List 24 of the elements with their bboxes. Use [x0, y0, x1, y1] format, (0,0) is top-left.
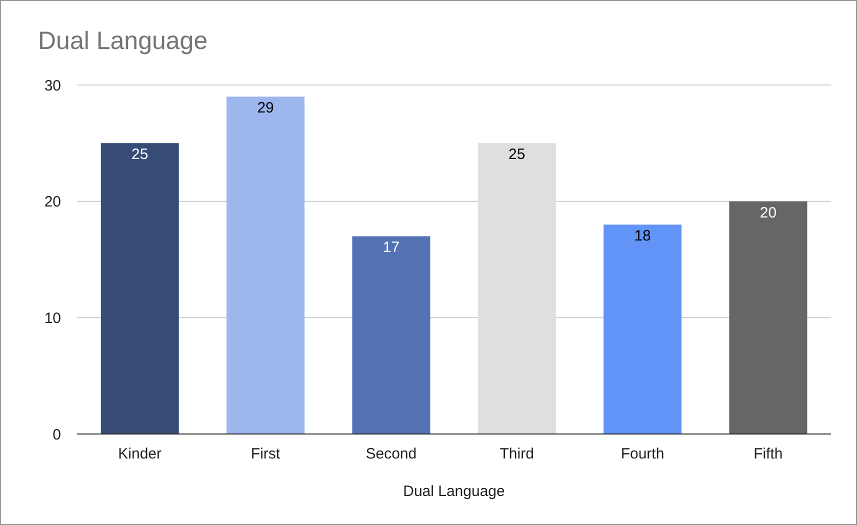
- y-tick-label: 0: [52, 426, 61, 444]
- x-tick-label: Third: [500, 446, 534, 463]
- x-axis-title: Dual Language: [403, 483, 505, 500]
- data-label: 29: [257, 100, 274, 117]
- bar: [478, 143, 556, 434]
- y-tick-label: 10: [44, 310, 61, 327]
- x-tick-label: First: [250, 446, 281, 463]
- x-tick-label: Fifth: [754, 446, 783, 463]
- data-label: 18: [634, 228, 651, 245]
- data-label: 25: [132, 146, 148, 164]
- y-tick-label: 30: [44, 77, 61, 94]
- data-label: 20: [760, 204, 777, 222]
- bar: [604, 224, 682, 434]
- data-label: 17: [382, 239, 400, 256]
- bar: [100, 143, 179, 434]
- bar: [226, 96, 305, 434]
- x-tick-label: Kinder: [118, 446, 162, 463]
- x-tick-label: Fourth: [620, 446, 664, 463]
- bar: [352, 236, 430, 434]
- x-tick-label: Second: [366, 446, 417, 463]
- y-tick-label: 20: [44, 194, 61, 211]
- bar: [729, 201, 808, 434]
- chart-title: Dual Language: [38, 27, 208, 56]
- data-label: 25: [508, 146, 526, 164]
